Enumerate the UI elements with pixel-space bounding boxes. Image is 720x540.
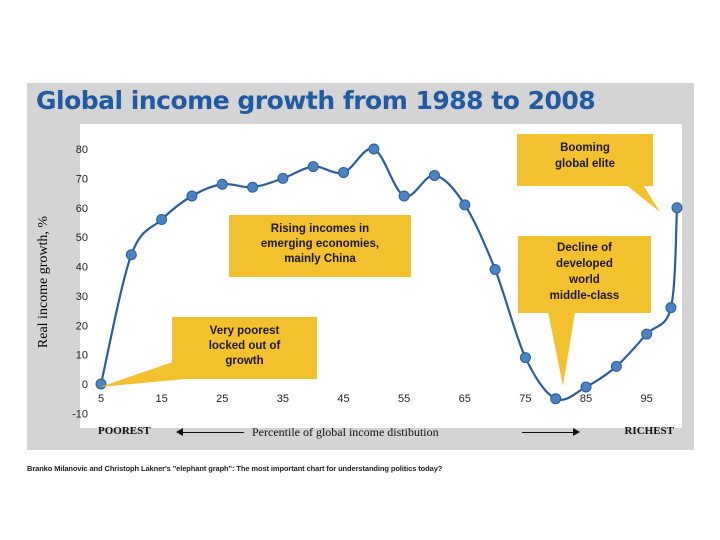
callout-pointer	[548, 312, 575, 386]
y-tick-label: 0	[82, 379, 88, 391]
data-point	[550, 393, 562, 405]
x-tick-label: 65	[459, 393, 471, 405]
data-point	[277, 172, 289, 184]
data-point	[338, 167, 350, 178]
annotation-text: middle-class	[550, 290, 620, 302]
data-point	[216, 178, 228, 190]
x-tick-label: 55	[398, 393, 410, 405]
annotation-text: emerging economies,	[261, 238, 379, 250]
callout-2: Rising incomes in emerging economies, main…	[229, 215, 411, 277]
callout-box	[229, 215, 411, 277]
y-tick-label: 10	[76, 350, 88, 362]
data-point	[519, 352, 531, 364]
arrow-right-icon	[522, 428, 580, 436]
callout-pointer	[100, 356, 190, 387]
data-point	[641, 328, 653, 340]
callout-4: Decline of developed world middle-class	[518, 236, 651, 386]
x-axis-labels: POOREST Percentile of global income dist…	[90, 425, 674, 441]
data-point	[368, 143, 380, 155]
y-tick-label: -10	[72, 408, 88, 420]
chart-title: Global income growth from 1988 to 2008	[36, 86, 596, 115]
annotation-text: Very poorest	[210, 325, 280, 337]
annotation-text: Decline of	[557, 242, 612, 254]
data-point	[398, 190, 410, 202]
x-tick-label: 75	[519, 393, 531, 405]
data-point	[428, 169, 440, 181]
x-tick-label: 5	[98, 393, 104, 405]
data-point	[156, 214, 168, 225]
annotation-text: world	[568, 274, 600, 286]
richest-label: RICHEST	[624, 425, 674, 437]
x-tick-label: 25	[216, 393, 228, 405]
y-tick-label: 80	[76, 144, 88, 156]
x-tick-label: 45	[337, 393, 349, 405]
x-tick-label: 35	[277, 393, 289, 405]
caption: Branko Milanovic and Christoph Lakner's …	[27, 464, 443, 473]
annotation-text: Booming	[560, 142, 610, 154]
callout-pointer	[620, 180, 660, 212]
x-tick-label: 85	[580, 393, 592, 405]
data-point	[489, 263, 501, 275]
x-tick-label: 15	[156, 393, 168, 405]
x-axis-title: Percentile of global income distibution	[252, 425, 439, 439]
callout-box	[172, 317, 317, 379]
data-point	[610, 360, 622, 372]
y-tick-label: 60	[76, 203, 88, 215]
annotation-text: growth	[225, 355, 263, 367]
annotation-text: locked out of	[209, 340, 281, 352]
annotation-text: mainly China	[284, 253, 356, 265]
y-tick-label: 20	[76, 320, 88, 332]
y-tick-label: 30	[76, 291, 88, 303]
poorest-label: POOREST	[98, 425, 151, 437]
callout-3: Booming global elite	[517, 134, 660, 212]
data-point	[671, 202, 683, 214]
y-tick-label: 50	[76, 232, 88, 244]
callout-1: Very poorest locked out of growth	[100, 317, 317, 387]
data-point	[125, 249, 137, 261]
y-axis-title: Real income growth, %	[36, 216, 51, 349]
annotation-text: Rising incomes in	[271, 223, 369, 235]
y-tick-label: 40	[76, 262, 88, 274]
y-tick-label: 70	[76, 173, 88, 185]
data-point	[186, 190, 198, 202]
data-point	[459, 199, 471, 211]
callout-box	[517, 134, 653, 186]
data-point	[307, 161, 319, 173]
data-point	[580, 381, 592, 393]
data-point	[665, 302, 677, 314]
data-point	[95, 378, 107, 390]
arrow-left-icon	[176, 428, 244, 436]
annotation-text: global elite	[555, 158, 615, 170]
data-point	[247, 181, 259, 193]
annotation-text: developed	[556, 258, 613, 270]
x-tick-label: 95	[641, 393, 653, 405]
callout-box	[518, 236, 651, 313]
